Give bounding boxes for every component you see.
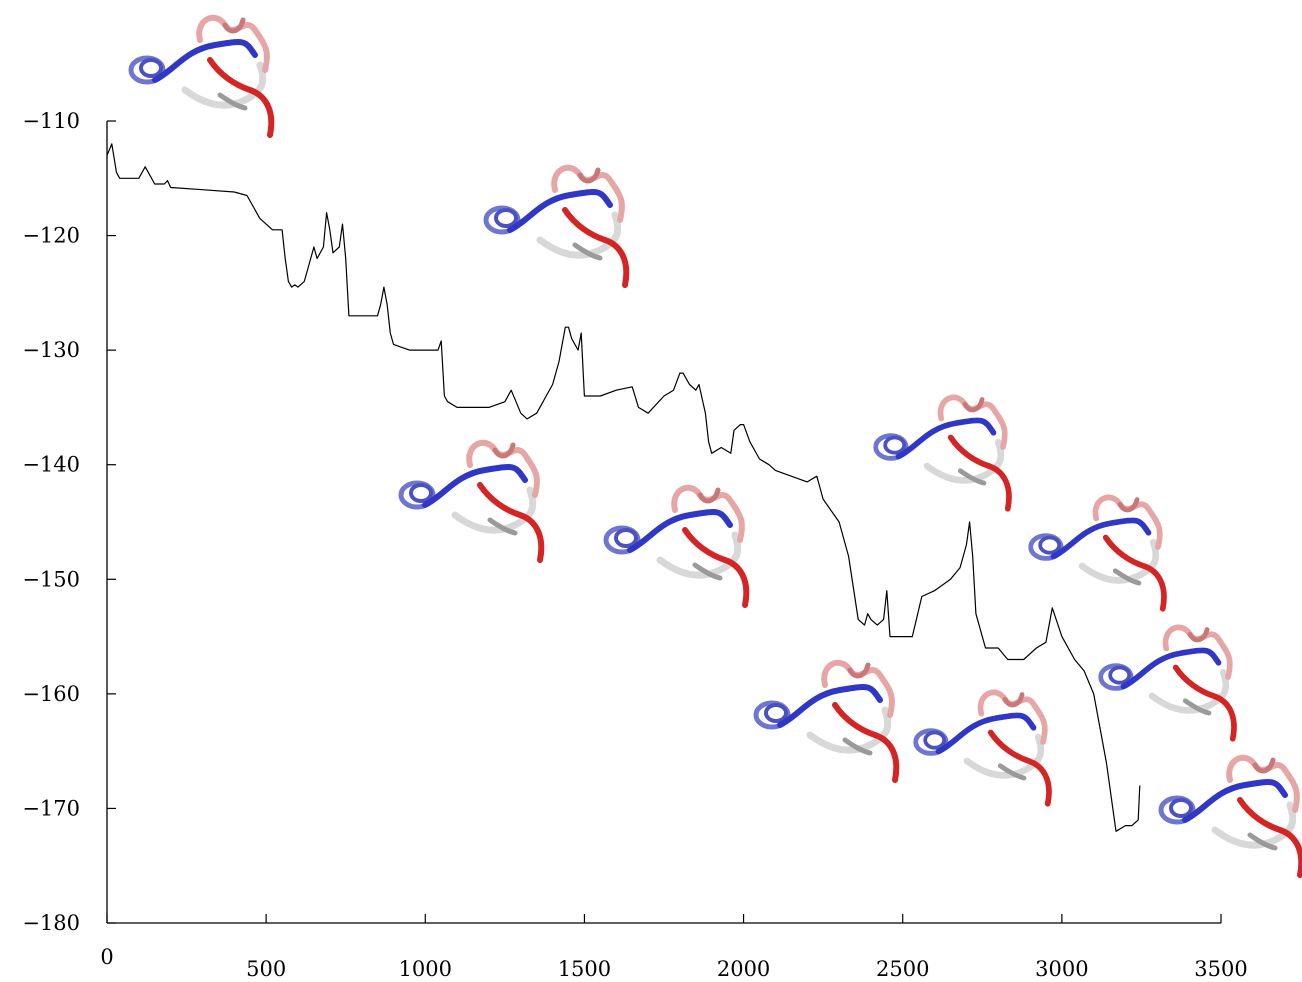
protein-structure-image (128, 14, 275, 138)
y-tick-label: −150 (22, 567, 80, 591)
x-tick-label: 1500 (558, 957, 611, 981)
ticks: 0 500 1000 1500 2000 2500 3000 3500 −110 −120 −130… (22, 109, 1247, 981)
y-tick-label: −180 (22, 911, 80, 935)
x-tick-label: 2000 (717, 957, 770, 981)
protein-structure-image (873, 394, 1012, 512)
x-tick-label: 0 (100, 945, 113, 969)
y-tick-label: −170 (22, 796, 80, 820)
y-tick-label: −130 (22, 338, 80, 362)
y-tick-label: −120 (22, 224, 80, 248)
series-line (106, 143, 1141, 832)
x-tick-label: 1000 (399, 957, 452, 981)
protein-structure-image (1158, 754, 1302, 878)
y-tick-label: −160 (22, 682, 80, 706)
x-tick-label: 3000 (1035, 957, 1088, 981)
protein-structure-image (603, 484, 750, 608)
protein-structure-image (753, 659, 900, 783)
protein-structure-image (483, 164, 630, 288)
protein-structure-images (128, 14, 1302, 878)
series-layer (106, 143, 1141, 832)
y-tick-label: −140 (22, 453, 80, 477)
protein-structure-image (1098, 624, 1237, 742)
axes (106, 121, 1221, 924)
y-tick-label: −110 (22, 109, 80, 133)
protein-structure-image (913, 689, 1052, 807)
x-tick-label: 3500 (1194, 957, 1247, 981)
protein-structure-image (1028, 494, 1167, 612)
x-tick-label: 2500 (876, 957, 929, 981)
x-tick-label: 500 (246, 957, 286, 981)
protein-structure-image (398, 439, 545, 563)
